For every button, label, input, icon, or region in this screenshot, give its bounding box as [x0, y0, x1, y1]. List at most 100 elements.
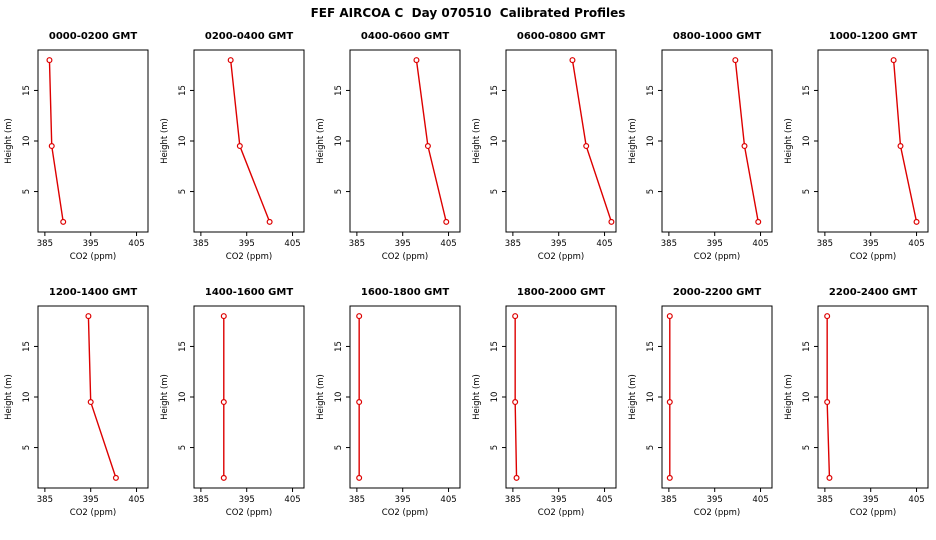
- profile-marker: [897, 143, 904, 150]
- profile-marker: [512, 313, 519, 320]
- subplot-title: 1200-1400 GMT: [49, 287, 137, 298]
- profile-marker: [755, 218, 762, 225]
- plot-box: [193, 49, 305, 233]
- y-axis-label: Height (m): [784, 374, 794, 420]
- y-axis-label: Height (m): [160, 374, 170, 420]
- y-tick-label: 10: [178, 392, 188, 403]
- plot-box: [505, 49, 617, 233]
- y-axis-label: Height (m): [4, 374, 14, 420]
- chart-grid: 0000-0200 GMT 385 395 405 5 10 15 CO2 (ppm) Heig…: [0, 24, 936, 536]
- y-tick-label: 15: [334, 85, 344, 96]
- profile-line: [514, 316, 518, 478]
- x-tick-label: 395: [239, 239, 255, 249]
- y-tick-label: 5: [646, 445, 656, 450]
- x-tick-label: 395: [863, 239, 879, 249]
- x-tick-label: 385: [37, 239, 53, 249]
- x-tick-label: 395: [863, 495, 879, 505]
- x-tick-label: 405: [596, 239, 612, 249]
- plot-box: [349, 49, 461, 233]
- profile-marker: [48, 143, 55, 150]
- profile-plot: 0800-1000 GMT 385 395 405 5 10 15 CO2 (ppm) Heig…: [628, 31, 773, 262]
- x-tick-label: 385: [193, 239, 209, 249]
- subplot-title: 0400-0600 GMT: [361, 31, 449, 42]
- plot-box: [661, 305, 773, 489]
- x-axis-label: CO2 (ppm): [850, 252, 896, 262]
- subplot-panel-11: 2000-2200 GMT 385 395 405 5 10 15 CO2 (ppm) Heig…: [624, 280, 780, 536]
- x-tick-label: 385: [505, 239, 521, 249]
- x-axis-label: CO2 (ppm): [538, 508, 584, 518]
- subplot-panel-8: 1400-1600 GMT 385 395 405 5 10 15 CO2 (ppm) Heig…: [156, 280, 312, 536]
- profile-marker: [227, 57, 234, 64]
- y-tick-label: 15: [490, 341, 500, 352]
- subplot-title: 1800-2000 GMT: [517, 287, 605, 298]
- profile-marker: [424, 143, 431, 150]
- profile-marker: [220, 313, 227, 320]
- x-tick-label: 395: [707, 495, 723, 505]
- profile-line: [571, 60, 613, 223]
- y-tick-label: 15: [178, 85, 188, 96]
- profile-plot: 0200-0400 GMT 385 395 405 5 10 15 CO2 (ppm) Heig…: [160, 31, 305, 262]
- y-tick-label: 5: [646, 189, 656, 194]
- profile-marker: [666, 313, 673, 320]
- y-tick-label: 5: [22, 445, 32, 450]
- profile-marker: [569, 57, 576, 64]
- x-tick-label: 395: [395, 495, 411, 505]
- x-tick-label: 405: [908, 495, 924, 505]
- subplot-title: 0000-0200 GMT: [49, 31, 137, 42]
- x-tick-label: 405: [284, 239, 300, 249]
- x-axis-label: CO2 (ppm): [70, 252, 116, 262]
- profile-marker: [826, 474, 833, 481]
- profile-marker: [87, 399, 94, 406]
- subplot-title: 1600-1800 GMT: [361, 287, 449, 298]
- y-axis-label: Height (m): [628, 118, 638, 164]
- profile-line: [48, 60, 64, 222]
- x-tick-label: 395: [551, 495, 567, 505]
- profile-line: [229, 60, 271, 223]
- subplot-title: 0600-0800 GMT: [517, 31, 605, 42]
- profile-plot: 0000-0200 GMT 385 395 405 5 10 15 CO2 (ppm) Heig…: [4, 31, 149, 262]
- y-tick-label: 5: [178, 189, 188, 194]
- profile-marker: [443, 218, 450, 225]
- x-tick-label: 395: [395, 239, 411, 249]
- y-tick-label: 5: [490, 445, 500, 450]
- profile-line: [734, 60, 759, 223]
- x-tick-label: 385: [661, 239, 677, 249]
- x-tick-label: 395: [239, 495, 255, 505]
- y-tick-label: 10: [802, 136, 812, 147]
- y-tick-label: 15: [22, 85, 32, 96]
- profile-marker: [824, 313, 831, 320]
- subplot-panel-2: 0200-0400 GMT 385 395 405 5 10 15 CO2 (ppm) Heig…: [156, 24, 312, 280]
- y-tick-label: 15: [802, 341, 812, 352]
- x-tick-label: 405: [284, 495, 300, 505]
- profile-marker: [266, 218, 273, 225]
- profile-plot: 1800-2000 GMT 385 395 405 5 10 15 CO2 (ppm) Heig…: [472, 287, 617, 518]
- x-axis-label: CO2 (ppm): [226, 508, 272, 518]
- y-tick-label: 10: [22, 392, 32, 403]
- x-tick-label: 385: [661, 495, 677, 505]
- subplot-title: 1000-1200 GMT: [829, 31, 917, 42]
- x-axis-label: CO2 (ppm): [538, 252, 584, 262]
- subplot-panel-3: 0400-0600 GMT 385 395 405 5 10 15 CO2 (ppm) Heig…: [312, 24, 468, 280]
- x-axis-label: CO2 (ppm): [694, 252, 740, 262]
- y-axis-label: Height (m): [472, 118, 482, 164]
- subplot-panel-6: 1000-1200 GMT 385 395 405 5 10 15 CO2 (ppm) Heig…: [780, 24, 936, 280]
- profile-marker: [85, 313, 92, 320]
- y-tick-label: 15: [334, 341, 344, 352]
- profile-plot: 2000-2200 GMT 385 395 405 5 10 15 CO2 (ppm) Heig…: [628, 287, 773, 518]
- y-tick-label: 10: [646, 392, 656, 403]
- subplot-panel-7: 1200-1400 GMT 385 395 405 5 10 15 CO2 (ppm) Heig…: [0, 280, 156, 536]
- x-tick-label: 395: [551, 239, 567, 249]
- x-tick-label: 385: [817, 239, 833, 249]
- x-axis-label: CO2 (ppm): [70, 508, 116, 518]
- y-tick-label: 10: [490, 392, 500, 403]
- y-axis-label: Height (m): [4, 118, 14, 164]
- profile-marker: [666, 399, 673, 406]
- y-tick-label: 10: [22, 136, 32, 147]
- profile-marker: [512, 399, 519, 406]
- x-tick-label: 405: [752, 495, 768, 505]
- y-tick-label: 15: [646, 85, 656, 96]
- profile-marker: [741, 143, 748, 150]
- y-tick-label: 5: [22, 189, 32, 194]
- x-tick-label: 405: [752, 239, 768, 249]
